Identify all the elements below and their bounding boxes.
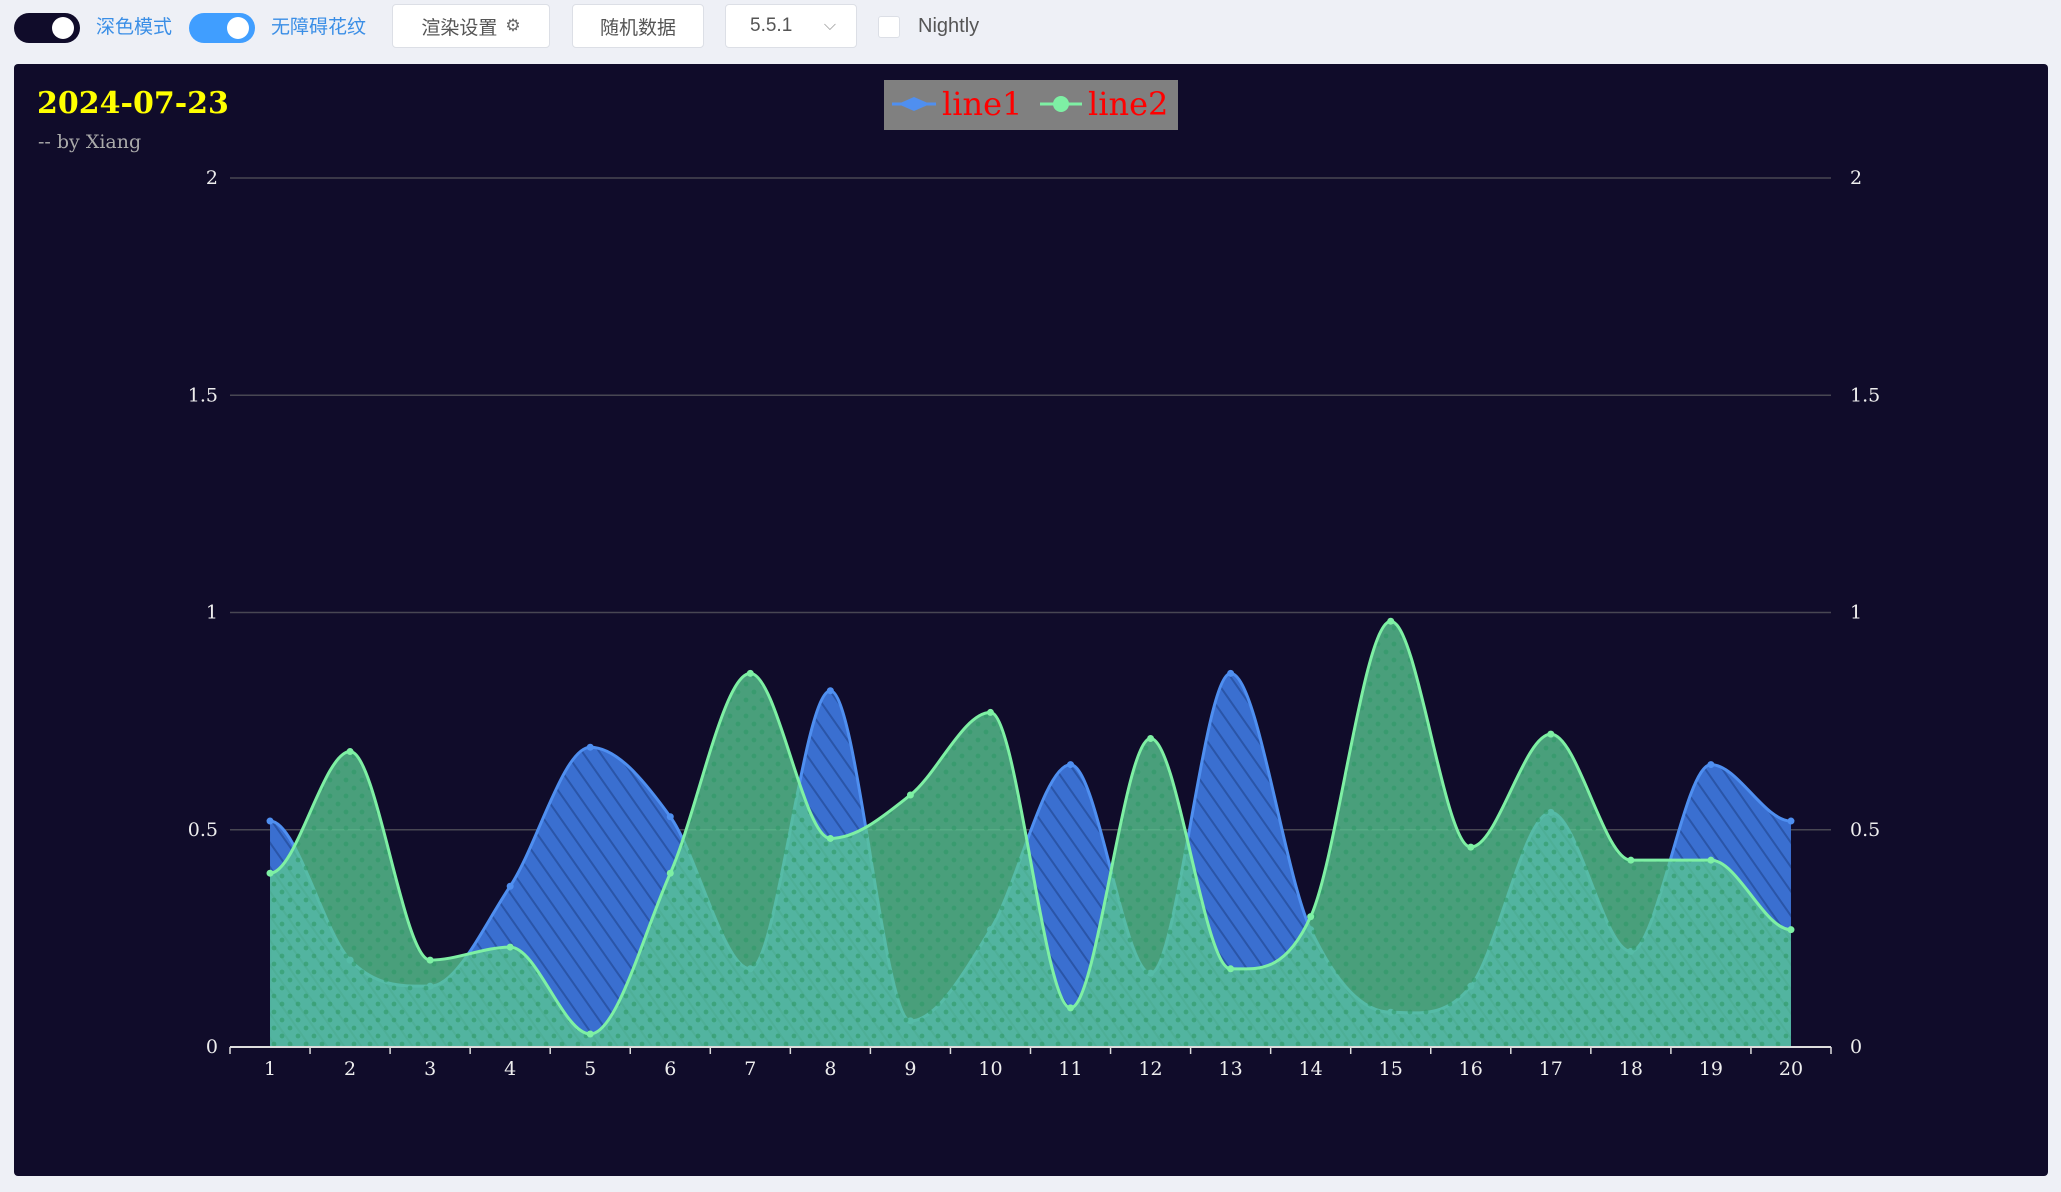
data-point-line2[interactable] [1547, 730, 1555, 738]
data-point-line2[interactable] [1707, 856, 1715, 864]
data-point-line1[interactable] [506, 882, 514, 890]
data-point-line1[interactable] [826, 687, 834, 695]
nightly-checkbox[interactable] [878, 16, 900, 38]
data-point-line2[interactable] [906, 791, 914, 799]
data-point-line2[interactable] [666, 869, 674, 877]
toggle-knob [227, 17, 249, 39]
x-tick-label: 16 [1459, 1058, 1483, 1080]
legend-item-line1[interactable]: line1 [892, 85, 1022, 123]
x-tick-label: 8 [824, 1058, 836, 1080]
series-area-line2 [270, 621, 1791, 1047]
x-tick-label: 1 [264, 1058, 276, 1080]
data-point-line2[interactable] [506, 943, 514, 951]
chevron-down-icon: ⌵ [823, 17, 836, 34]
x-tick-label: 17 [1539, 1058, 1563, 1080]
x-tick-label: 15 [1379, 1058, 1403, 1080]
chart-card: 0 0 0.5 0.5 1 1 1.5 1.5 2 2 1 2 3 4 5 6 7 8 9 10 11 12 13 14 15 1… [14, 64, 2048, 1176]
render-settings-label: 渲染设置 [421, 17, 498, 39]
data-point-line2[interactable] [1227, 965, 1235, 973]
data-point-line1[interactable] [1067, 761, 1075, 769]
data-point-line2[interactable] [1787, 926, 1795, 934]
data-point-line2[interactable] [1147, 735, 1155, 743]
x-tick-label: 11 [1058, 1058, 1082, 1080]
legend-line2-marker [1053, 96, 1069, 112]
data-point-line2[interactable] [1467, 843, 1475, 851]
legend-item-line2[interactable]: line2 [1040, 85, 1168, 123]
decal-label: 无障碍花纹 [271, 17, 367, 38]
version-value: 5.5.1 [750, 15, 793, 36]
x-tick-label: 12 [1138, 1058, 1162, 1080]
x-tick-label: 13 [1219, 1058, 1243, 1080]
data-point-line2[interactable] [1387, 617, 1395, 625]
y-tick-label-right: 2 [1850, 167, 1862, 189]
x-tick-label: 20 [1779, 1058, 1803, 1080]
random-data-label: 随机数据 [599, 17, 676, 39]
x-tick-label: 5 [584, 1058, 596, 1080]
data-point-line2[interactable] [1307, 913, 1315, 921]
data-point-line1[interactable] [1227, 669, 1235, 677]
x-tick-label: 4 [504, 1058, 516, 1080]
x-tick-label: 9 [904, 1058, 916, 1080]
data-point-line2[interactable] [826, 834, 834, 842]
y-tick-label-left: 0.5 [188, 819, 218, 841]
data-point-line2[interactable] [586, 1030, 594, 1038]
area-chart: 0 00.5 0.51 11.5 1.52 21 2 3 4 5 6 7 8 9 10 11 12 13 14 15 1… [37, 80, 1880, 1080]
gear-icon: ⚙ [505, 16, 521, 35]
y-tick-label-right: 0 [1850, 1036, 1862, 1058]
data-point-line1[interactable] [586, 743, 594, 751]
y-tick-label-left: 1 [206, 602, 218, 624]
y-tick-label-right: 0.5 [1850, 819, 1880, 841]
toolbar: 深色模式 无障碍花纹 渲染设置 ⚙ 随机数据 5.5.1 ⌵ Nightly [0, 0, 2061, 52]
data-point-line2[interactable] [426, 956, 434, 964]
dark-mode-toggle[interactable] [14, 13, 80, 43]
series-line-line2 [269, 619, 1792, 1036]
data-point-line1[interactable] [1787, 817, 1795, 825]
y-tick-label-right: 1 [1850, 602, 1862, 624]
version-select[interactable]: 5.5.1 ⌵ [725, 4, 857, 48]
decal-toggle[interactable] [189, 13, 255, 43]
data-point-line1[interactable] [266, 817, 274, 825]
data-point-line2[interactable] [746, 669, 754, 677]
random-data-button[interactable]: 随机数据 [572, 4, 704, 48]
x-tick-label: 18 [1619, 1058, 1643, 1080]
nightly-label: Nightly [918, 15, 980, 37]
data-point-line2[interactable] [346, 748, 354, 756]
data-point-line1[interactable] [1707, 761, 1715, 769]
y-tick-label-left: 1.5 [188, 384, 218, 406]
data-point-line2[interactable] [986, 708, 994, 716]
x-tick-label: 3 [424, 1058, 436, 1080]
data-point-line2[interactable] [1627, 856, 1635, 864]
legend-line1-label: line1 [942, 85, 1022, 123]
y-tick-label-left: 2 [206, 167, 218, 189]
axis-layer: 0 00.5 0.51 11.5 1.52 21 2 3 4 5 6 7 8 9 10 11 12 13 14 15 1… [188, 167, 1880, 1080]
legend-line1-marker [898, 97, 930, 111]
dark-mode-label: 深色模式 [96, 17, 173, 38]
x-tick-label: 14 [1299, 1058, 1323, 1080]
data-point-line2[interactable] [1067, 1004, 1075, 1012]
x-tick-label: 2 [344, 1058, 356, 1080]
data-point-line2[interactable] [266, 869, 274, 877]
x-tick-label: 7 [744, 1058, 756, 1080]
render-settings-button[interactable]: 渲染设置 ⚙ [392, 4, 550, 48]
toggle-knob [52, 17, 74, 39]
y-tick-label-right: 1.5 [1850, 384, 1880, 406]
grid-layer [230, 177, 1831, 831]
x-tick-label: 19 [1699, 1058, 1723, 1080]
area-layer [266, 617, 1795, 1047]
legend-line2-label: line2 [1088, 85, 1168, 123]
x-tick-label: 10 [978, 1058, 1002, 1080]
data-point-line1[interactable] [666, 813, 674, 821]
x-tick-label: 6 [664, 1058, 676, 1080]
chart-title: 2024-07-23 [37, 86, 229, 121]
chart-subtitle: -- by Xiang [38, 131, 141, 153]
y-tick-label-left: 0 [206, 1036, 218, 1058]
legend: line1 line2 [884, 80, 1178, 130]
